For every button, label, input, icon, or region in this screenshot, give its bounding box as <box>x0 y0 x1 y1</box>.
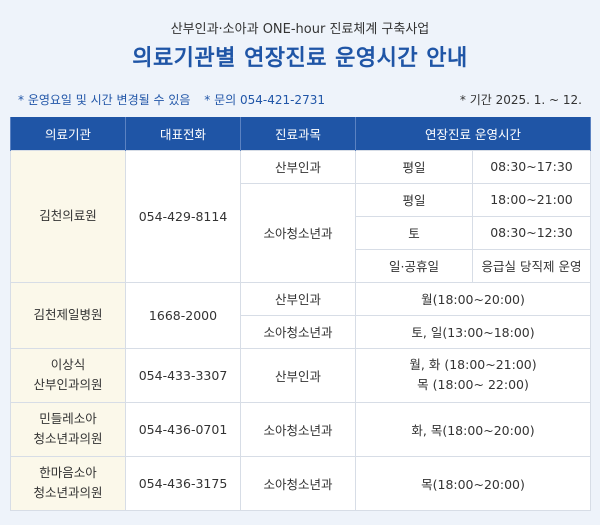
table-header-row: 의료기관 대표전화 진료과목 연장진료 운영시간 <box>10 117 592 150</box>
time-cell: 목(18:00~20:00) <box>354 455 592 511</box>
org-line: 한마음소아 <box>39 465 97 480</box>
time-line: 목 (18:00~ 22:00) <box>417 377 529 392</box>
notes-left: * 운영요일 및 시간 변경될 수 있음 * 문의 054-421-2731 <box>18 91 335 108</box>
dept-cell: 산부인과 <box>240 347 356 403</box>
phone-cell: 054-433-3307 <box>125 347 241 403</box>
phone-cell: 054-436-3175 <box>125 455 241 511</box>
day-cell: 평일 <box>355 182 473 217</box>
note-change: * 운영요일 및 시간 변경될 수 있음 <box>18 93 191 107</box>
header-hours: 연장진료 운영시간 <box>354 117 592 150</box>
time-cell: 08:30~12:30 <box>471 215 592 250</box>
day-cell: 평일 <box>355 149 473 184</box>
day-cell: 토 <box>355 215 473 250</box>
note-contact: * 문의 054-421-2731 <box>204 93 325 107</box>
time-cell: 토, 일(13:00~18:00) <box>354 314 592 349</box>
table-row: 토 08:30~12:30 <box>11 215 592 250</box>
org-cell: 김천의료원 <box>10 149 126 283</box>
time-cell: 화, 목(18:00~20:00) <box>354 401 592 457</box>
time-cell: 18:00~21:00 <box>471 182 592 217</box>
table-row: 김천제일병원 1668-2000 산부인과 월(18:00~20:00) <box>10 281 592 349</box>
schedule-table: 의료기관 대표전화 진료과목 연장진료 운영시간 김천의료원 054-429-8… <box>10 117 592 511</box>
notes-row: * 운영요일 및 시간 변경될 수 있음 * 문의 054-421-2731 *… <box>18 91 582 108</box>
org-line: 민들레소아 <box>39 411 97 426</box>
dept-cell: 소아청소년과 <box>240 182 356 283</box>
header-phone: 대표전화 <box>125 117 241 150</box>
org-cell: 이상식 산부인과의원 <box>10 347 126 403</box>
header-dept: 진료과목 <box>240 117 356 150</box>
page-subtitle: 산부인과·소아과 ONE-hour 진료체계 구축사업 <box>170 22 430 37</box>
time-cell: 08:30~17:30 <box>471 149 592 184</box>
time-cell: 월, 화 (18:00~21:00) 목 (18:00~ 22:00) <box>354 347 592 403</box>
page-title: 의료기관별 연장진료 운영시간 안내 <box>132 46 468 71</box>
table-row: 이상식 산부인과의원 054-433-3307 산부인과 월, 화 (18:00… <box>10 347 592 403</box>
org-cell: 김천제일병원 <box>10 281 126 349</box>
org-line: 이상식 <box>50 357 86 372</box>
dept-cell: 소아청소년과 <box>240 455 356 511</box>
table-row: 민들레소아 청소년과의원 054-436-0701 소아청소년과 화, 목(18… <box>10 401 592 457</box>
dept-cell: 소아청소년과 <box>240 401 356 457</box>
phone-cell: 054-429-8114 <box>125 149 241 283</box>
table-row: 김천의료원 054-429-8114 산부인과 평일 08:30~17:30 <box>10 149 592 283</box>
org-line: 산부인과의원 <box>33 377 103 392</box>
org-line: 청소년과의원 <box>33 485 103 500</box>
phone-cell: 1668-2000 <box>125 281 241 349</box>
table-row: 한마음소아 청소년과의원 054-436-3175 소아청소년과 목(18:00… <box>10 455 592 511</box>
table-row: 일·공휴일 응급실 당직제 운영 <box>11 248 592 283</box>
dept-cell: 소아청소년과 <box>240 314 356 349</box>
day-cell: 일·공휴일 <box>355 248 473 283</box>
time-line: 월, 화 (18:00~21:00) <box>409 357 537 372</box>
table-row: 소아청소년과 평일 18:00~21:00 <box>11 182 592 283</box>
org-line: 청소년과의원 <box>33 431 103 446</box>
time-cell: 월(18:00~20:00) <box>354 281 592 316</box>
dept-cell: 산부인과 <box>240 281 356 316</box>
header-org: 의료기관 <box>10 117 126 150</box>
phone-cell: 054-436-0701 <box>125 401 241 457</box>
org-cell: 한마음소아 청소년과의원 <box>10 455 126 511</box>
dept-cell: 산부인과 <box>240 149 356 184</box>
time-cell: 응급실 당직제 운영 <box>471 248 592 283</box>
org-cell: 민들레소아 청소년과의원 <box>10 401 126 457</box>
note-period: * 기간 2025. 1. ~ 12. <box>459 93 582 107</box>
